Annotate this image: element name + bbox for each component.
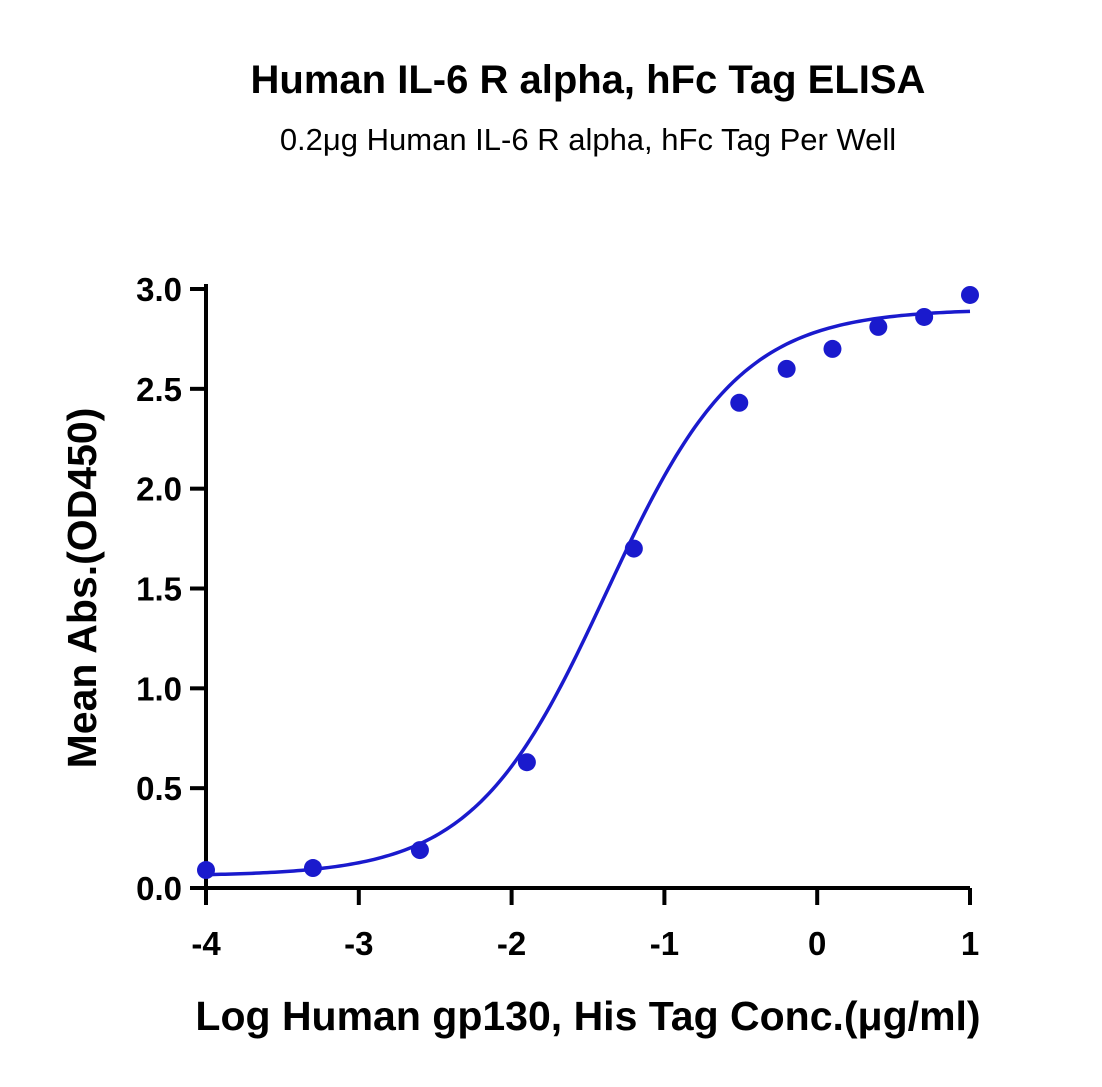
- data-point: [869, 317, 888, 336]
- y-tick-label: 2.5: [136, 371, 182, 408]
- x-axis-label: Log Human gp130, His Tag Conc.(μg/ml): [195, 993, 980, 1039]
- data-point: [915, 307, 934, 326]
- y-tick-label: 1.5: [136, 571, 182, 608]
- y-tick-label: 0.5: [136, 770, 182, 807]
- y-tick-label: 3.0: [136, 271, 182, 308]
- data-point: [517, 753, 536, 772]
- data-point: [624, 539, 643, 558]
- y-ticks: 0.0 0.5 1.0 1.5 2.0 2.5 3.0: [136, 271, 206, 907]
- x-tick-label: 0: [808, 925, 826, 962]
- y-tick-label: 1.0: [136, 670, 182, 707]
- x-ticks: -4 -3 -2 -1 0 1: [191, 888, 979, 962]
- x-tick-label: -1: [650, 925, 679, 962]
- data-point: [730, 393, 749, 412]
- x-tick-label: -2: [497, 925, 526, 962]
- data-point: [823, 339, 842, 358]
- data-points: [197, 285, 979, 880]
- fit-curve: [205, 309, 971, 877]
- chart-title: Human IL-6 R alpha, hFc Tag ELISA: [251, 58, 926, 102]
- axes: [204, 284, 970, 890]
- data-point: [961, 285, 979, 304]
- data-point: [197, 861, 215, 880]
- y-tick-label: 0.0: [136, 870, 182, 907]
- data-point: [410, 841, 429, 860]
- chart-subtitle: 0.2μg Human IL-6 R alpha, hFc Tag Per We…: [280, 122, 896, 157]
- y-axis-label: Mean Abs.(OD450): [59, 408, 105, 769]
- data-point: [777, 359, 796, 378]
- data-point: [303, 859, 322, 878]
- x-tick-label: 1: [961, 925, 979, 962]
- x-tick-label: -4: [191, 925, 221, 962]
- x-tick-label: -3: [344, 925, 373, 962]
- y-tick-label: 2.0: [136, 471, 182, 508]
